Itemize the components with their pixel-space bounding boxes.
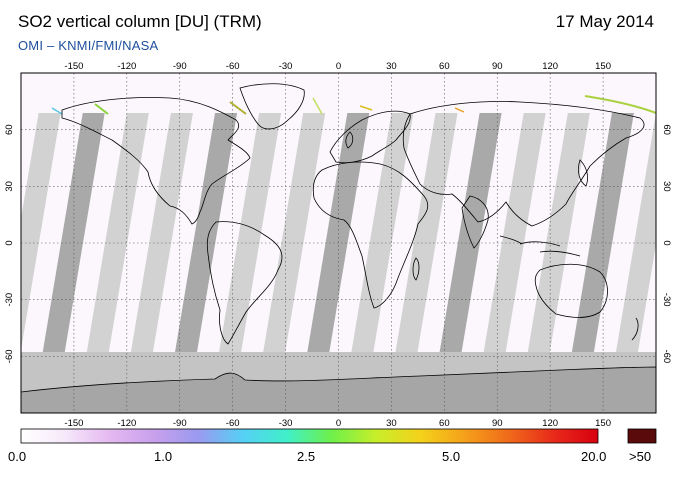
lat-tick-label: 30 xyxy=(4,181,15,192)
british-isles xyxy=(345,131,354,149)
colorbar-label: 2.5 xyxy=(297,449,316,464)
map-frame xyxy=(20,72,657,414)
lon-tick-label: 120 xyxy=(542,61,558,72)
arctic-streak xyxy=(51,107,63,115)
map-title: SO2 vertical column [DU] (TRM) xyxy=(18,12,262,31)
lon-tick-label: -90 xyxy=(173,418,187,429)
lon-tick-label: 30 xyxy=(386,61,397,72)
longitude-ticks-top: -150 -120 -90 -60 -30 0 30 60 90 120 150 xyxy=(64,61,611,72)
orbit-swath xyxy=(175,113,238,352)
lon-tick-label: -120 xyxy=(117,418,136,429)
lat-tick-label: 30 xyxy=(661,181,672,192)
colorbar-label: 5.0 xyxy=(442,449,461,464)
colorbar-label: 1.0 xyxy=(154,449,173,464)
lon-tick-label: 150 xyxy=(595,61,611,72)
lon-tick-label: -60 xyxy=(226,61,240,72)
lon-tick-label: -30 xyxy=(279,418,293,429)
colorbar xyxy=(20,428,599,444)
orbit-swath xyxy=(571,113,634,352)
greenland xyxy=(239,83,305,130)
lat-tick-label: -60 xyxy=(4,349,15,363)
longitude-ticks-bottom: -150 -120 -90 -60 -30 0 30 60 90 120 150 xyxy=(64,418,611,429)
south-america xyxy=(206,221,283,345)
europe xyxy=(329,110,411,164)
lon-tick-label: -60 xyxy=(226,418,240,429)
lat-tick-label: -30 xyxy=(4,293,15,307)
lon-tick-label: 90 xyxy=(492,418,503,429)
colorbar-label: >50 xyxy=(629,449,652,464)
north-america xyxy=(61,97,251,225)
lon-tick-label: 30 xyxy=(386,418,397,429)
colorbar-label: 20.0 xyxy=(581,449,607,464)
latitude-ticks-left: 60 30 0 -30 -60 xyxy=(4,124,15,363)
orbit-swath xyxy=(42,113,105,352)
satellite-swaths xyxy=(21,113,656,352)
coastlines xyxy=(61,83,645,345)
orbit-swath xyxy=(86,113,149,352)
madagascar xyxy=(412,257,420,281)
arctic-streak xyxy=(359,105,373,111)
lon-tick-label: -90 xyxy=(173,61,187,72)
africa xyxy=(312,161,429,309)
colorbar-overflow-swatch xyxy=(627,428,657,444)
lon-tick-label: -150 xyxy=(64,418,83,429)
lon-tick-label: 60 xyxy=(439,418,450,429)
orbit-swath xyxy=(395,113,458,352)
arctic-streak xyxy=(454,107,465,113)
lon-tick-label: 120 xyxy=(542,418,558,429)
graticule xyxy=(21,73,656,413)
lon-tick-label: 0 xyxy=(336,418,341,429)
colorbar-label: 0.0 xyxy=(8,449,27,464)
orbit-swath xyxy=(483,113,546,352)
arctic-streak xyxy=(94,103,109,115)
lat-tick-label: 0 xyxy=(4,240,15,245)
arctic-streak xyxy=(312,97,323,115)
lon-tick-label: 90 xyxy=(492,61,503,72)
arctic-streak xyxy=(584,95,656,114)
arctic-streak xyxy=(229,101,247,115)
orbit-swath xyxy=(351,113,414,352)
lat-tick-label: 60 xyxy=(661,124,672,135)
indonesia xyxy=(499,235,581,257)
lon-tick-label: -150 xyxy=(64,61,83,72)
new-zealand xyxy=(631,317,639,341)
orbit-swath xyxy=(130,113,193,352)
lon-tick-label: 60 xyxy=(439,61,450,72)
lat-tick-label: 0 xyxy=(661,240,672,245)
japan xyxy=(578,159,588,187)
lon-tick-label: 0 xyxy=(336,61,341,72)
lon-tick-label: 150 xyxy=(595,418,611,429)
orbit-swath xyxy=(263,113,326,352)
orbit-swath xyxy=(21,113,61,350)
lat-tick-label: -60 xyxy=(661,349,672,363)
orbit-swath xyxy=(439,113,502,352)
asia xyxy=(402,101,645,227)
india xyxy=(461,195,489,249)
lon-tick-label: -30 xyxy=(279,61,293,72)
orbit-swath xyxy=(527,113,590,352)
australia xyxy=(534,263,608,318)
data-credit: OMI – KNMI/FMI/NASA xyxy=(18,38,159,53)
lon-tick-label: -120 xyxy=(117,61,136,72)
map-date: 17 May 2014 xyxy=(555,12,654,31)
orbit-swath xyxy=(307,113,370,352)
orbit-swath xyxy=(616,113,656,352)
lat-tick-label: 60 xyxy=(4,124,15,135)
lat-tick-label: -30 xyxy=(661,293,672,307)
latitude-ticks-right: 60 30 0 -30 -60 xyxy=(661,124,672,363)
orbit-swath xyxy=(219,113,282,352)
